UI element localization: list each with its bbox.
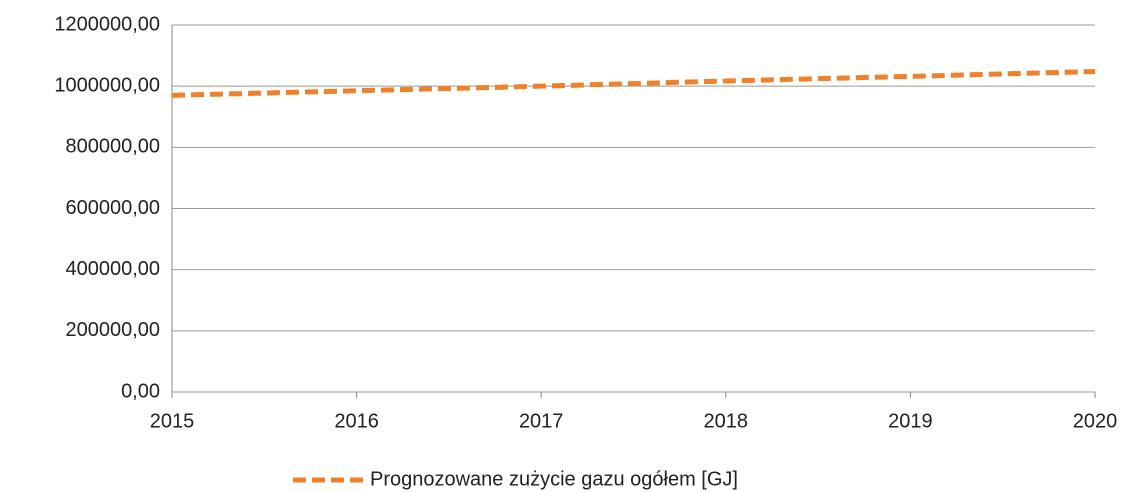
x-tick-label: 2017: [519, 410, 564, 432]
y-tick-label: 0,00: [121, 380, 160, 402]
y-tick-label: 800000,00: [65, 136, 160, 158]
y-tick-label: 400000,00: [65, 258, 160, 280]
x-tick-label: 2020: [1073, 410, 1118, 432]
x-tick-label: 2018: [704, 410, 749, 432]
x-tick-label: 2019: [888, 410, 933, 432]
y-tick-label: 200000,00: [65, 319, 160, 341]
y-tick-label: 600000,00: [65, 197, 160, 219]
y-tick-label: 1200000,00: [54, 13, 160, 35]
y-tick-label: 1000000,00: [54, 74, 160, 96]
x-tick-label: 2016: [334, 410, 379, 432]
legend-label: Prognozowane zużycie gazu ogółem [GJ]: [370, 468, 738, 490]
x-tick-label: 2015: [150, 410, 195, 432]
data-line: [171, 68, 1096, 98]
